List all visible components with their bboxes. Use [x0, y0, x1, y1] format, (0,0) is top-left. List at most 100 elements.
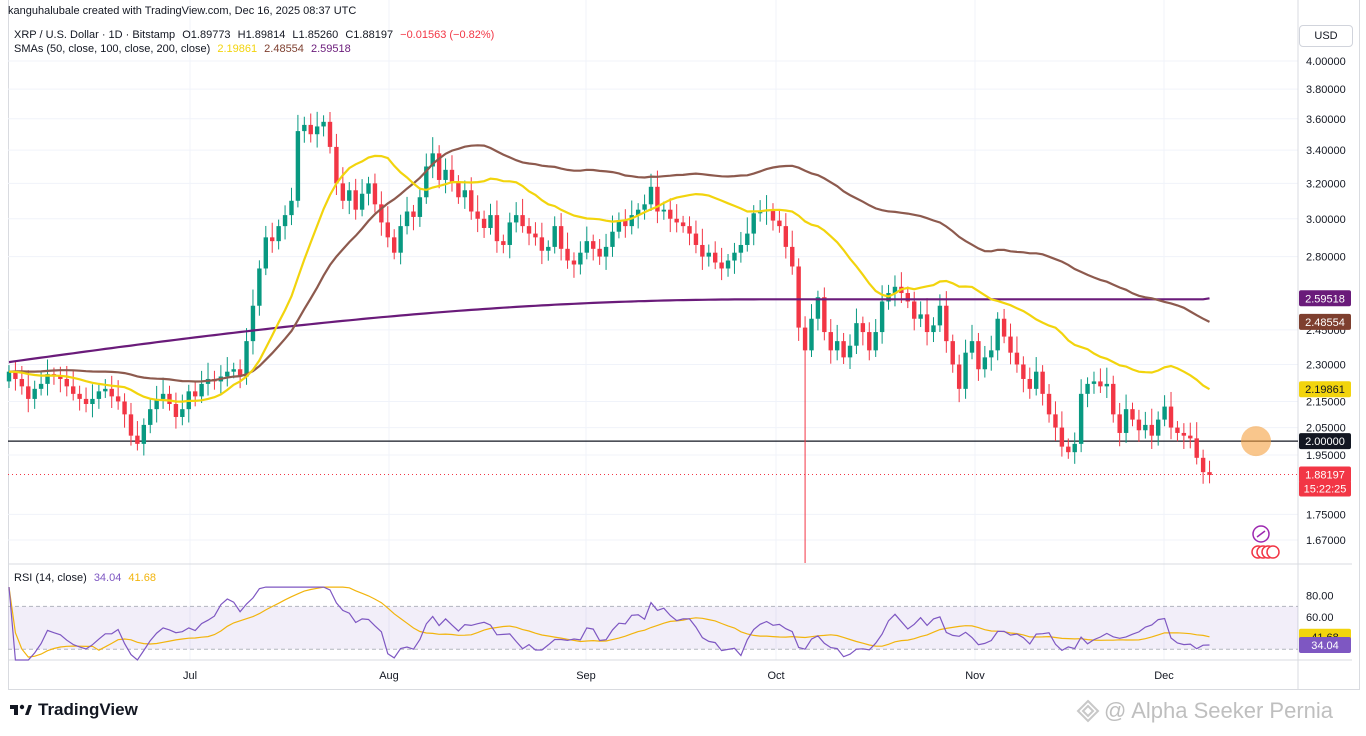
candle-body	[790, 246, 795, 267]
candle-body	[1175, 427, 1180, 433]
candle-body	[385, 222, 390, 238]
candle	[1078, 379, 1084, 453]
candle	[154, 385, 159, 423]
candle-body	[308, 124, 313, 135]
countdown-badge-text: 15:22:25	[1304, 483, 1347, 495]
symbol-name: XRP / U.S. Dollar · 1D · Bitstamp	[14, 29, 176, 41]
candle	[45, 359, 50, 396]
candle-body	[353, 190, 358, 210]
candle-body	[982, 357, 988, 370]
candle	[1162, 395, 1167, 427]
rsi-badge: 34.04	[1299, 636, 1351, 653]
candle-body	[616, 220, 622, 232]
candle-body	[327, 121, 333, 147]
sma-legend[interactable]: SMAs (50, close, 100, close, 200, close)…	[14, 43, 351, 55]
candle-body	[700, 244, 705, 257]
chart-frame	[8, 0, 1360, 690]
candle-body	[225, 371, 230, 377]
candle-body	[417, 197, 423, 217]
candle-body	[424, 166, 429, 198]
candle-body	[71, 386, 76, 394]
candle	[937, 294, 943, 332]
candle-body	[1046, 393, 1052, 415]
candle	[809, 304, 814, 357]
candle	[1008, 323, 1013, 365]
currency-button[interactable]: USD	[1299, 25, 1353, 47]
ohlc-close: C1.88197	[345, 29, 394, 41]
candle	[71, 370, 76, 401]
ohlc-change: −0.01563 (−0.82%)	[400, 29, 495, 41]
candle	[655, 170, 660, 224]
creator-line: kanguhalubale created with TradingView.c…	[8, 5, 357, 17]
price-tick-label: 4.00000	[1306, 56, 1346, 68]
candle-body	[725, 260, 731, 269]
candle	[13, 361, 18, 391]
candle	[648, 173, 654, 211]
candle-body	[584, 241, 589, 253]
candle	[257, 260, 262, 316]
candle	[462, 180, 468, 209]
candle	[282, 205, 288, 240]
candle	[1040, 365, 1045, 406]
candle	[738, 231, 744, 263]
candle-body	[83, 398, 89, 405]
candle-body	[244, 341, 249, 377]
candle-body	[38, 383, 44, 389]
candle	[321, 115, 326, 137]
candle	[436, 145, 442, 189]
time-tick-label: Oct	[767, 670, 784, 682]
candle-body	[757, 211, 763, 214]
candle-body	[77, 393, 82, 399]
candle-body	[802, 327, 808, 351]
countdown-badge-bg	[1299, 480, 1351, 497]
candle-body	[867, 332, 872, 351]
candle	[1098, 368, 1103, 393]
candle-body	[655, 186, 660, 212]
candle	[180, 394, 185, 426]
candle	[745, 217, 750, 252]
candle	[404, 196, 410, 235]
candle	[135, 421, 140, 451]
symbol-legend[interactable]: XRP / U.S. Dollar · 1D · Bitstamp O1.897…	[14, 29, 494, 41]
price-tick-label: 3.00000	[1306, 214, 1346, 226]
candle-body	[1194, 438, 1199, 458]
candle-body	[109, 388, 114, 397]
candle-body	[1130, 409, 1135, 420]
candle-body	[160, 393, 166, 399]
candle-body	[533, 233, 538, 238]
candle-body	[237, 369, 243, 377]
candle	[507, 212, 512, 259]
event-icon	[1252, 525, 1270, 543]
candle	[713, 241, 718, 270]
candle	[1117, 402, 1122, 447]
candle	[115, 380, 121, 410]
candle-body	[732, 252, 737, 261]
candle	[359, 179, 365, 217]
price-tick-label: 2.80000	[1306, 252, 1346, 264]
candle-body	[122, 401, 127, 415]
candle	[366, 176, 371, 206]
candle	[199, 370, 204, 403]
candle-body	[481, 218, 487, 228]
candle	[1149, 408, 1154, 449]
rsi-legend[interactable]: RSI (14, close) 34.04 41.68	[14, 572, 156, 584]
candle-body	[314, 126, 320, 135]
brand-name: TradingView	[38, 700, 138, 719]
candle-body	[603, 246, 609, 257]
candle-body	[738, 244, 744, 253]
tradingview-logo-icon	[10, 704, 32, 715]
candle	[783, 213, 789, 259]
candle	[963, 339, 968, 399]
candle-body	[1021, 364, 1026, 379]
candle-body	[623, 220, 628, 227]
candle	[732, 242, 737, 274]
candle-body	[45, 374, 50, 384]
ohlc-high: H1.89814	[237, 29, 286, 41]
candle-body	[565, 248, 570, 261]
level-badge-text: 2.00000	[1305, 436, 1345, 448]
candle-body	[1117, 414, 1122, 433]
candle-body	[937, 305, 943, 326]
tradingview-brand[interactable]: TradingView	[10, 700, 138, 720]
candle	[494, 200, 500, 253]
